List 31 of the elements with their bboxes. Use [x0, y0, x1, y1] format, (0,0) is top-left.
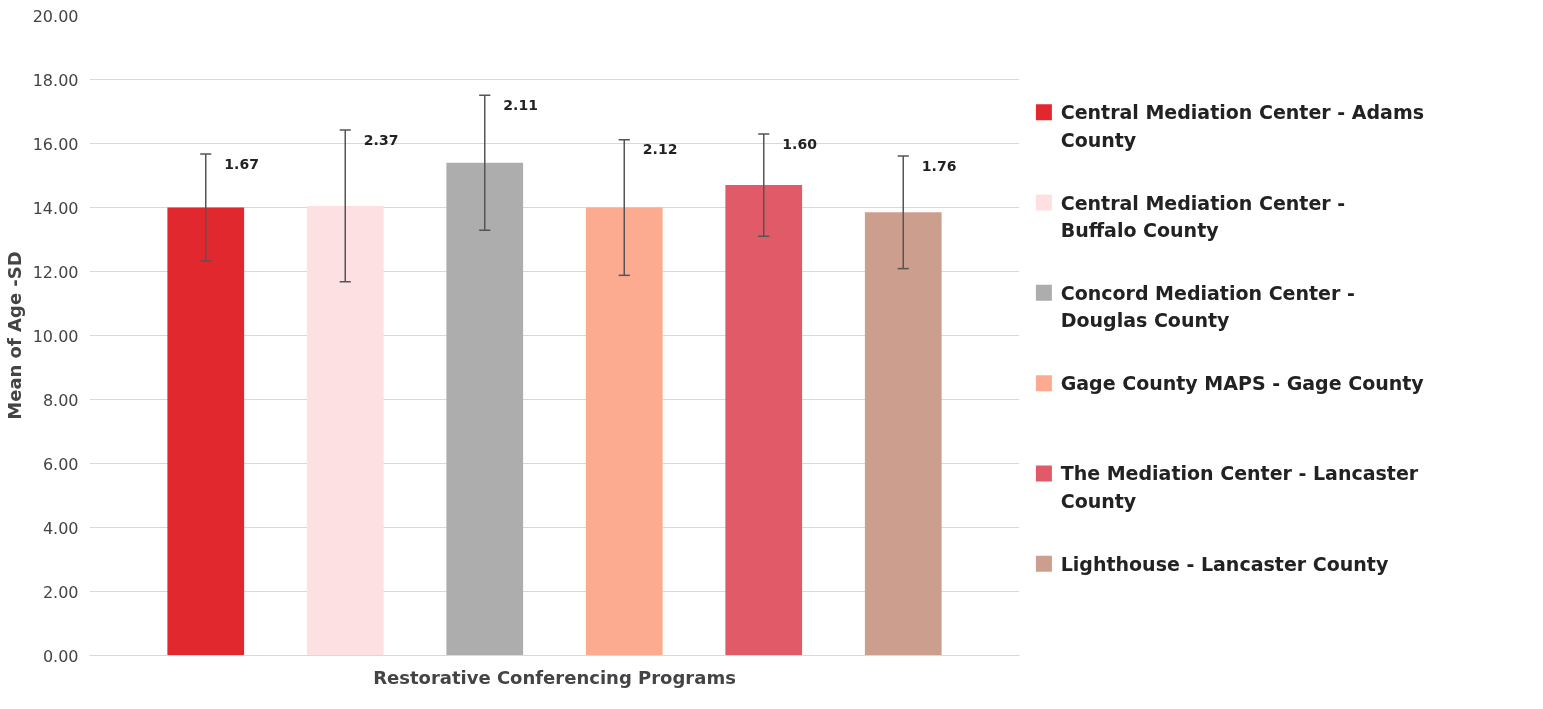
y-tick-label: 18.00 — [32, 70, 79, 90]
y-tick-label: 20.00 — [32, 6, 79, 26]
y-tick-label: 0.00 — [42, 646, 79, 666]
bar — [446, 162, 524, 656]
legend-label: The Mediation Center - Lancaster County — [1060, 462, 1419, 512]
y-tick-label: 10.00 — [32, 326, 79, 346]
legend-label: Concord Mediation Center - Douglas County — [1060, 281, 1355, 332]
annotation: 2.11 — [503, 96, 538, 113]
legend-label: Central Mediation Center - Buffalo County — [1060, 191, 1346, 242]
y-tick-label: 8.00 — [42, 390, 79, 410]
annotation: 2.12 — [642, 141, 678, 158]
legend-label: Central Mediation Center - Adams County — [1060, 101, 1425, 151]
bar — [306, 205, 384, 656]
y-tick-label: 6.00 — [42, 454, 79, 474]
annotation: 2.37 — [363, 131, 399, 148]
x-tick-label: Restorative Conferencing Programs — [373, 666, 736, 688]
y-tick-label: 2.00 — [42, 582, 79, 602]
annotation: 1.76 — [921, 157, 957, 174]
annotation: 1.60 — [782, 135, 818, 152]
annotation: 1.67 — [224, 155, 259, 172]
bar — [167, 207, 245, 656]
bar — [864, 212, 942, 656]
bar — [725, 185, 803, 656]
y-tick-label: 4.00 — [42, 518, 79, 538]
legend-label: Lighthouse - Lancaster County — [1060, 552, 1389, 575]
y-tick-label: 14.00 — [32, 198, 79, 218]
y-tick-label: 12.00 — [32, 262, 79, 282]
legend-label: Gage County MAPS - Gage County — [1060, 372, 1425, 395]
y-axis-title: Mean of Age -SD — [3, 251, 25, 420]
bar — [585, 207, 663, 656]
y-tick-label: 16.00 — [32, 134, 79, 154]
